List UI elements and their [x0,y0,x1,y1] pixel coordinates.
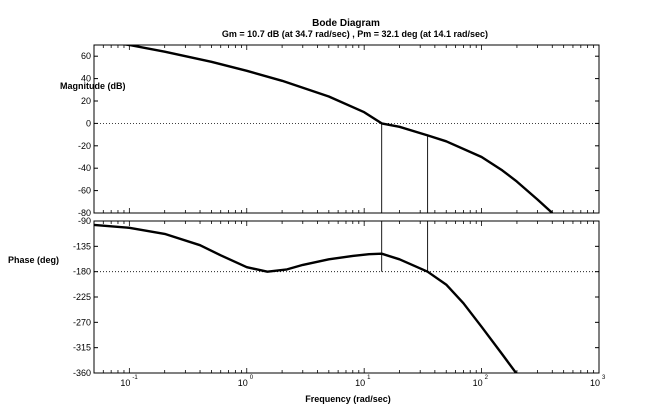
x-axis-label: Frequency (rad/sec) [305,394,391,404]
magnitude-curve [119,45,554,213]
ph-y-tick-label: -180 [73,267,91,277]
chart-title: Bode Diagram [312,18,380,29]
ph-y-tick-label: -135 [73,241,91,251]
x-tick-label-exponent: 3 [602,375,606,381]
magnitude-axes-box [93,44,600,214]
x-tick-label-exponent: -1 [132,375,138,381]
phase-curve [94,223,518,373]
magnitude-panel: 60 40 20 0 -20 -40 -60 -80 Magnitude (dB) [60,44,600,218]
magnitude-y-ticks: 60 40 20 0 -20 -40 -60 -80 [78,51,599,218]
magnitude-ylabel: Magnitude (dB) [60,81,126,91]
phase-x-ticks: 10 -1 10 0 10 1 10 2 10 3 [93,221,606,388]
chart-subtitle: Gm = 10.7 dB (at 34.7 rad/sec) , Pm = 32… [222,29,488,39]
x-tick-label-exponent: 2 [485,375,489,381]
x-tick-label-exponent: 0 [250,375,254,381]
ph-y-tick-label: -360 [73,368,91,378]
x-tick-label-base: 10 [355,378,365,388]
mag-y-tick-label: 60 [81,51,91,61]
magnitude-margin-markers [381,123,429,213]
ph-y-tick-label: -225 [73,292,91,302]
mag-y-tick-label: -80 [78,208,91,218]
mag-y-tick-label: -40 [78,163,91,173]
magnitude-x-ticks [93,45,600,213]
phase-ylabel: Phase (deg) [8,255,59,265]
phase-margin-markers [381,221,429,272]
mag-y-tick-label: -60 [78,186,91,196]
mag-y-tick-label: -20 [78,141,91,151]
mag-y-tick-label: 0 [86,118,91,128]
mag-y-tick-label: 20 [81,96,91,106]
x-tick-label-exponent: 1 [367,375,371,381]
phase-panel: -90-135-180-225-270-315-360 10 -1 10 0 10 1 10… [8,216,606,388]
phase-axes-box [93,220,600,374]
x-tick-label-base: 10 [590,378,600,388]
ph-y-tick-label: -315 [73,343,91,353]
mag-y-tick-label: 40 [81,74,91,84]
x-tick-label-base: 10 [238,378,248,388]
ph-y-tick-label: -270 [73,317,91,327]
x-tick-label-base: 10 [120,378,130,388]
x-tick-label-base: 10 [473,378,483,388]
ph-y-tick-label: -90 [78,216,91,226]
phase-y-ticks: -90 -135 -180 -225 -270 -315 -360 [73,216,599,378]
